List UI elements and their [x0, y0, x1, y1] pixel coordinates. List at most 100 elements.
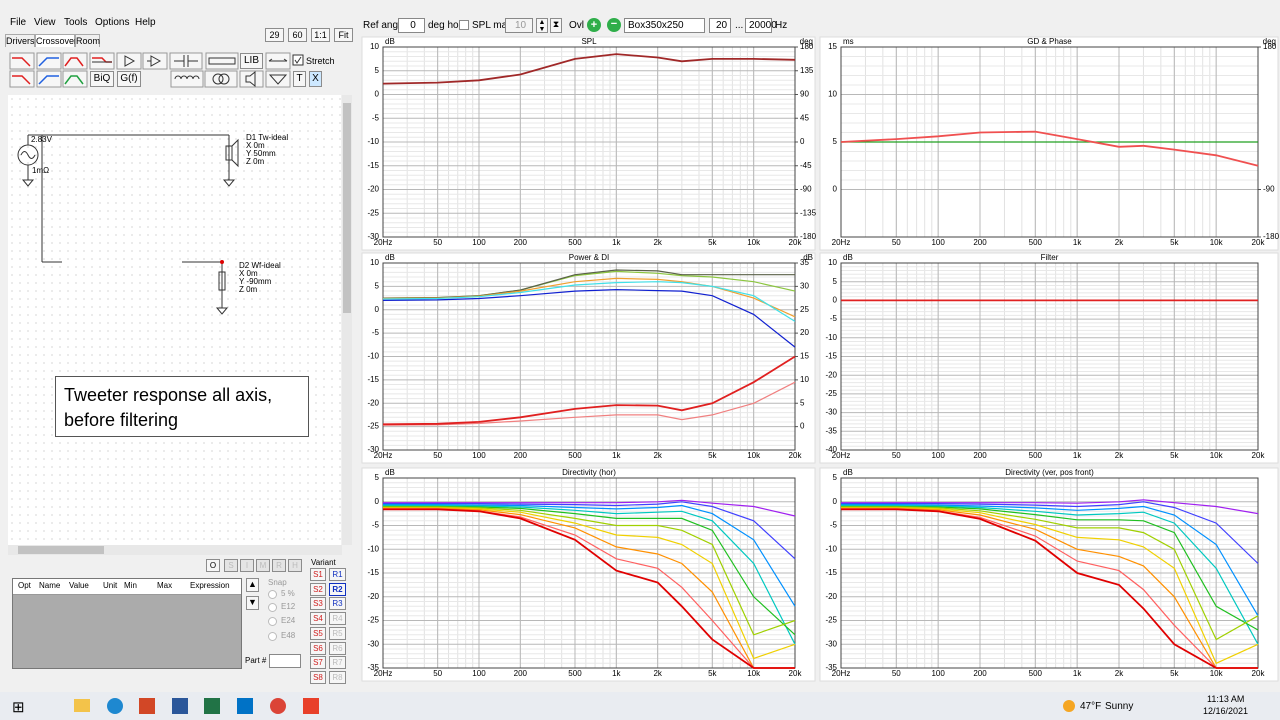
x-tick-label: 500: [1029, 238, 1043, 247]
variant-label: Variant: [311, 558, 336, 567]
driver-label[interactable]: D2 Wf-ideal X 0m Y -90mm Z 0m: [239, 262, 281, 294]
spinner[interactable]: ▲ ▼: [536, 18, 548, 33]
radio[interactable]: [268, 603, 277, 612]
param-button[interactable]: I: [240, 559, 254, 572]
toolbar-button[interactable]: LIB: [240, 53, 263, 69]
voltage: 2.83V: [31, 135, 52, 144]
variant-s[interactable]: S3: [310, 597, 326, 611]
x-tick-label: 2k: [653, 669, 662, 678]
part-input[interactable]: [269, 654, 301, 668]
weather-icon[interactable]: [1063, 700, 1075, 712]
param-button[interactable]: R: [272, 559, 286, 572]
variant-r[interactable]: R4: [329, 612, 346, 626]
series-line: [841, 505, 1259, 631]
add-overlay[interactable]: +: [587, 18, 601, 32]
variant-r[interactable]: R2: [329, 582, 346, 596]
app-icon[interactable]: [303, 698, 319, 714]
radio[interactable]: [268, 617, 277, 626]
schematic-canvas[interactable]: [8, 95, 341, 545]
variant-r[interactable]: R1: [329, 568, 346, 581]
menu-item[interactable]: Options: [95, 17, 130, 28]
app-icon[interactable]: [139, 698, 155, 714]
weather[interactable]: Sunny: [1105, 701, 1134, 712]
h-scrollbar[interactable]: [8, 545, 342, 555]
f-max-input[interactable]: 20000: [745, 18, 777, 33]
variant-r[interactable]: R7: [329, 656, 346, 670]
variant-r[interactable]: R5: [329, 626, 346, 640]
radio[interactable]: [268, 590, 277, 599]
param-button[interactable]: S: [224, 559, 238, 572]
move-up[interactable]: ▲: [246, 578, 259, 592]
x-tick-label: 20Hz: [374, 238, 393, 247]
variant-s[interactable]: S8: [310, 670, 326, 684]
y-tick-label: -5: [372, 328, 380, 337]
spl-max-checkbox[interactable]: [459, 20, 469, 30]
app-icon[interactable]: [204, 698, 220, 714]
overlay-select[interactable]: Box350x250: [624, 18, 705, 33]
y-unit: dB: [843, 253, 853, 262]
series-line: [383, 505, 796, 636]
variant-s[interactable]: S1: [310, 568, 326, 581]
param-button[interactable]: H: [288, 559, 302, 572]
driver-name: D1 Tw-ideal: [246, 133, 289, 142]
menu-item[interactable]: File: [10, 17, 27, 28]
tab[interactable]: Room: [75, 34, 101, 47]
variant-s[interactable]: S7: [310, 656, 326, 670]
f-min-input[interactable]: 20: [709, 18, 731, 33]
app-icon[interactable]: [107, 698, 123, 714]
y-tick-label: -10: [367, 137, 379, 146]
v-scrollbar[interactable]: [342, 95, 352, 545]
temperature[interactable]: 47°F: [1080, 701, 1102, 712]
y2-tick-label: 5: [800, 398, 805, 407]
clock-date[interactable]: 12/16/2021: [1203, 706, 1249, 716]
spinner-x[interactable]: ⧗: [550, 18, 562, 33]
y-tick-label: -20: [367, 185, 379, 194]
clock-time[interactable]: 11:13 AM: [1207, 694, 1245, 704]
menu-item[interactable]: View: [34, 17, 56, 28]
zoom-button[interactable]: 1:1: [311, 28, 330, 42]
variant-r[interactable]: R3: [329, 597, 346, 611]
remove-overlay[interactable]: −: [607, 18, 621, 32]
y2-tick-label: 0: [800, 137, 805, 146]
menu-item[interactable]: Tools: [64, 17, 88, 28]
scroll-thumb[interactable]: [343, 103, 351, 313]
toolbar-button[interactable]: T: [293, 71, 306, 87]
variant-s[interactable]: S4: [310, 612, 326, 626]
variant-s[interactable]: S6: [310, 641, 326, 655]
ref-angle-input[interactable]: 0: [398, 18, 425, 33]
app-icon[interactable]: [172, 698, 188, 714]
move-down[interactable]: ▼: [246, 596, 259, 610]
param-button[interactable]: O: [206, 559, 220, 572]
snap-option: E12: [281, 602, 296, 611]
param-button[interactable]: M: [256, 559, 270, 572]
spl-max-input[interactable]: 10: [505, 18, 533, 33]
toolbar-button[interactable]: BiQ: [90, 71, 114, 87]
snap-option: E24: [281, 616, 296, 625]
driver-label[interactable]: D1 Tw-ideal X 0m Y 50mm Z 0m: [246, 134, 288, 166]
variant-s[interactable]: S5: [310, 626, 326, 640]
y-tick-label: -15: [825, 352, 837, 361]
x-tick-label: 100: [472, 451, 486, 460]
variant-s[interactable]: S2: [310, 582, 326, 596]
x-tick-label: 1k: [612, 451, 621, 460]
variant-r[interactable]: R6: [329, 641, 346, 655]
scroll-thumb[interactable]: [18, 546, 104, 554]
zoom-button[interactable]: 60: [288, 28, 307, 42]
tab[interactable]: Drivers: [5, 34, 35, 47]
toolbar-button[interactable]: X: [309, 71, 322, 87]
radio[interactable]: [268, 632, 277, 641]
app-icon[interactable]: [74, 699, 90, 712]
y-tick-label: 0: [833, 296, 838, 305]
menu-item[interactable]: Help: [135, 17, 156, 28]
zoom-button[interactable]: 29: [265, 28, 284, 42]
app-icon[interactable]: [270, 698, 286, 714]
tab[interactable]: Crossover: [35, 34, 78, 47]
variant-r[interactable]: R8: [329, 670, 346, 684]
y-tick-label: -15: [367, 375, 379, 384]
zoom-button[interactable]: Fit: [334, 28, 353, 42]
toolbar-button[interactable]: G(f): [117, 71, 141, 87]
app-icon[interactable]: [237, 698, 253, 714]
start-button[interactable]: ⊞: [12, 699, 25, 716]
x-tick-label: 20k: [789, 238, 803, 247]
y2-tick-label: 20: [800, 328, 809, 337]
